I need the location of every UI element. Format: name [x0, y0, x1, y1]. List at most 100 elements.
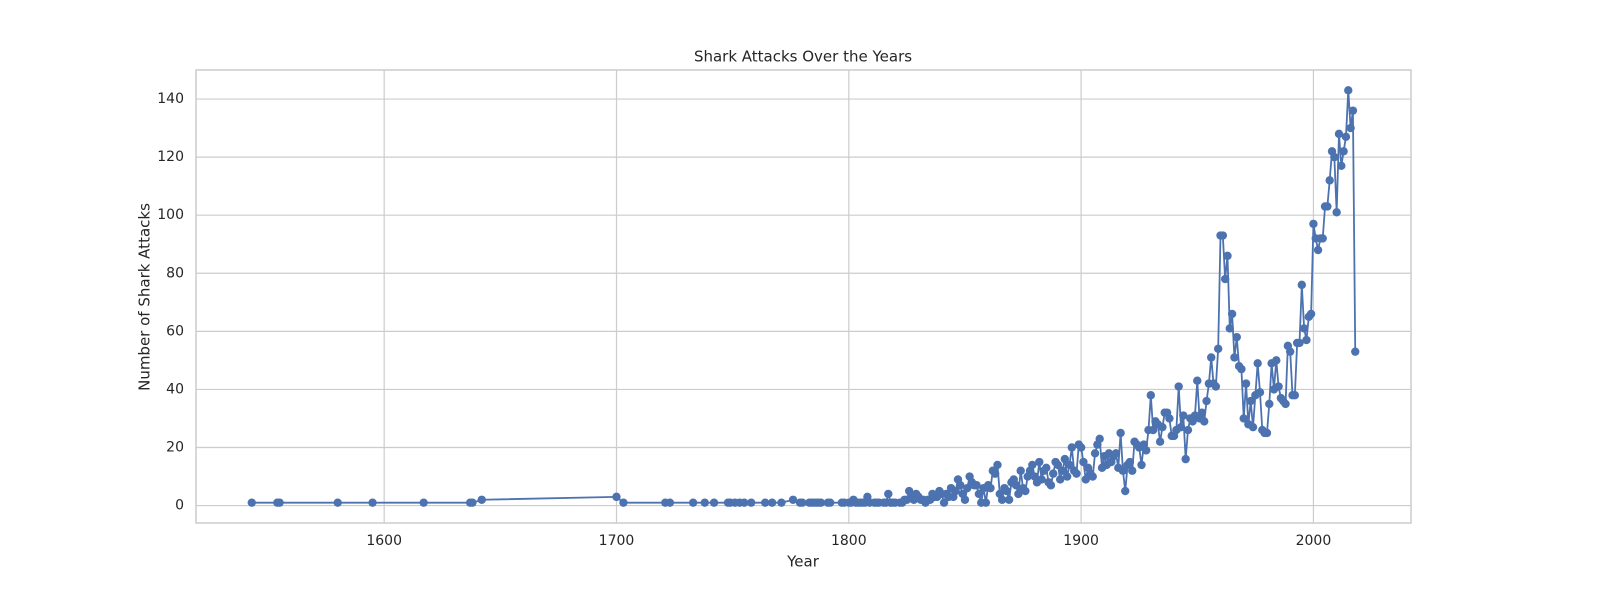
x-axis-label: Year [786, 553, 820, 571]
data-point [1058, 466, 1067, 475]
data-point [960, 495, 970, 504]
data-point [468, 498, 477, 507]
data-point [1281, 399, 1290, 409]
data-point [981, 498, 991, 507]
data-point [1332, 208, 1341, 217]
data-point [1232, 332, 1241, 342]
data-point [956, 481, 965, 490]
data-point [1306, 309, 1316, 319]
data-point [1174, 382, 1183, 391]
data-point [990, 469, 1000, 478]
data-point [1302, 335, 1311, 345]
data-point [1318, 234, 1327, 243]
data-point [972, 481, 981, 490]
data-point [1016, 466, 1025, 475]
x-tick-label: 1800 [831, 533, 867, 549]
data-point [1090, 449, 1100, 458]
data-point [1262, 428, 1272, 438]
data-point [1183, 425, 1193, 435]
x-tick-label: 1600 [366, 533, 402, 549]
data-point [1351, 347, 1360, 356]
data-point [1197, 408, 1207, 417]
data-point [1239, 414, 1248, 423]
data-point [1237, 364, 1246, 374]
x-tick-label: 1700 [599, 533, 635, 549]
data-point [1325, 176, 1334, 185]
data-point [1255, 388, 1265, 397]
data-point [1088, 472, 1097, 481]
data-point [986, 483, 995, 493]
plot-frame [195, 69, 1412, 524]
data-point [1146, 391, 1156, 400]
data-point [1265, 399, 1274, 409]
data-point [709, 498, 719, 507]
data-point [1004, 495, 1014, 504]
data-point [798, 498, 807, 507]
data-point [1248, 422, 1258, 432]
y-tick-label: 40 [166, 381, 184, 397]
data-point [1037, 475, 1046, 484]
x-tick-label: 1900 [1063, 533, 1099, 549]
data-point [1155, 437, 1165, 446]
data-point [1313, 245, 1323, 255]
data-point [1011, 481, 1021, 490]
data-point [884, 489, 893, 499]
data-point [1285, 347, 1295, 356]
data-point [1128, 466, 1137, 475]
data-point [740, 498, 749, 507]
data-point [963, 483, 972, 493]
y-tick-label: 0 [175, 498, 184, 514]
data-point [747, 498, 756, 507]
data-point [1274, 382, 1283, 391]
data-point [1223, 251, 1232, 261]
data-point [1081, 475, 1090, 484]
data-point [1049, 469, 1058, 478]
data-point [1076, 443, 1086, 452]
data-point [1323, 202, 1332, 211]
data-point [1141, 446, 1151, 455]
data-point [1297, 280, 1307, 290]
y-tick-label: 140 [157, 91, 184, 107]
data-point [688, 498, 698, 507]
data-point [1253, 359, 1262, 368]
data-point [1021, 486, 1030, 496]
data-point [1137, 460, 1146, 470]
chart-title: Shark Attacks Over the Years [694, 48, 912, 66]
x-tick-label: 2000 [1296, 533, 1332, 549]
data-point [1125, 457, 1135, 467]
data-point [974, 489, 984, 499]
data-point [1290, 391, 1300, 400]
data-point [1079, 457, 1088, 467]
data-point [1062, 472, 1072, 481]
y-axis-label: Number of Shark Attacks [136, 203, 154, 391]
series-line [251, 90, 1357, 507]
data-point [1202, 396, 1211, 406]
data-point [1337, 161, 1346, 171]
data-point [1211, 382, 1221, 391]
data-point [1121, 486, 1130, 496]
data-point [1176, 422, 1186, 432]
data-point [1053, 460, 1063, 470]
data-point [951, 486, 960, 496]
data-point [333, 498, 342, 507]
data-point [1346, 123, 1355, 133]
data-point [1035, 457, 1044, 467]
data-point [1299, 324, 1309, 333]
data-point [1227, 309, 1237, 319]
data-point [1118, 466, 1128, 475]
data-point [1241, 379, 1251, 388]
data-point [1334, 129, 1344, 139]
data-point [1095, 434, 1104, 443]
data-point [612, 492, 621, 502]
data-point [1165, 414, 1174, 423]
data-point [1295, 338, 1304, 348]
data-point [788, 495, 798, 504]
data-point [1344, 86, 1353, 95]
y-tick-label: 100 [157, 207, 184, 223]
data-point [1002, 486, 1011, 496]
data-point [1148, 425, 1158, 435]
data-point [993, 460, 1002, 470]
data-point [1014, 489, 1023, 499]
data-point [1220, 274, 1230, 284]
data-point [997, 495, 1007, 504]
